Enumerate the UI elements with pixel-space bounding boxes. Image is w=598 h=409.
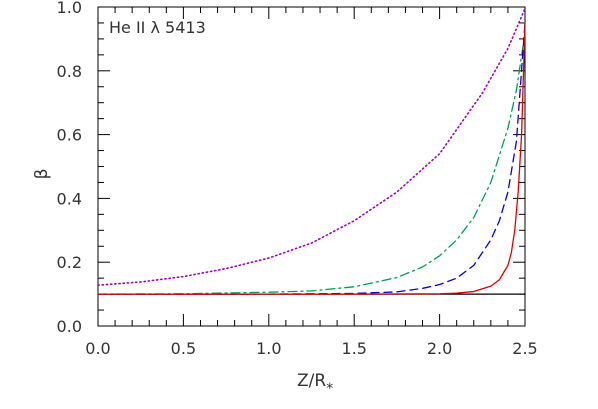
tick-labels: 0.0 0.5 1.0 1.5 2.0 2.5 0.0 0.2 0.4 0.6 0.8 1.0 xyxy=(57,0,538,358)
y-tick-label: 0.2 xyxy=(57,253,82,272)
y-tick-label: 0.6 xyxy=(57,126,82,145)
plot-frame xyxy=(97,6,526,327)
y-tick-label: 0.8 xyxy=(57,62,82,81)
series-line-3 xyxy=(97,22,526,295)
x-axis-label-sub: * xyxy=(326,381,333,397)
series-layer xyxy=(97,7,526,295)
x-tick-label: 0.0 xyxy=(85,339,110,358)
series-line-4 xyxy=(97,22,526,295)
x-tick-label: 2.5 xyxy=(512,339,537,358)
y-tick-label: 1.0 xyxy=(57,0,82,17)
y-axis-label: β xyxy=(32,169,52,180)
x-tick-label: 1.0 xyxy=(256,339,281,358)
x-tick-label: 2.0 xyxy=(427,339,452,358)
series-line-1 xyxy=(97,7,526,286)
y-tick-label: 0.4 xyxy=(57,189,82,208)
chart-annotation: He II λ 5413 xyxy=(109,18,206,37)
ticks xyxy=(97,6,526,327)
x-axis-label: Z/R* xyxy=(297,371,333,397)
y-tick-label: 0.0 xyxy=(57,317,82,336)
series-line-2 xyxy=(97,31,526,295)
x-axis-label-main: Z/R xyxy=(297,371,326,391)
x-tick-label: 0.5 xyxy=(171,339,196,358)
x-tick-label: 1.5 xyxy=(341,339,366,358)
